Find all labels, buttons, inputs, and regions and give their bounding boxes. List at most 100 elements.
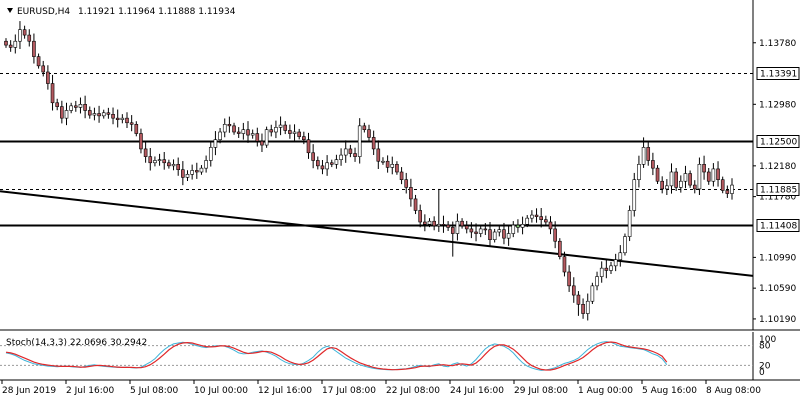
time-tick-label-4: 12 Jul 16:00 (258, 386, 312, 396)
candle-body-22 (106, 112, 111, 115)
candle-body-127 (595, 276, 599, 287)
candle-body-108 (506, 233, 511, 239)
candle-body-100 (469, 228, 474, 233)
symbol-label: EURUSD,H4 (17, 7, 70, 17)
candle-body-27 (129, 122, 134, 125)
candle-body-17 (83, 104, 87, 111)
candle-body-62 (292, 131, 297, 134)
candle-body-131 (613, 259, 618, 267)
candle-body-104 (488, 229, 492, 240)
candle-body-105 (492, 231, 497, 240)
candle-body-91 (427, 220, 432, 225)
candle-body-89 (418, 210, 422, 223)
stochastic-panel: Stoch(14,3,3) 22.0696 30.2942 80 20 100 0 (0, 332, 800, 381)
candle-body-154 (720, 179, 725, 191)
price-tick-label-0: 1.13780 (759, 39, 796, 49)
candle-body-38 (181, 169, 185, 178)
candle-body-35 (167, 162, 171, 167)
main-panel: 1.13780 1.12980 1.12180 1.11780 1.10990 1.105… (0, 0, 800, 331)
candle-body-86 (404, 179, 409, 188)
candle-body-135 (632, 179, 637, 211)
candle-body-97 (455, 220, 460, 234)
candles (4, 21, 734, 321)
candle-body-99 (464, 225, 469, 230)
candle-body-123 (576, 294, 581, 305)
candle-body-53 (250, 133, 255, 136)
candle-body-71 (334, 159, 339, 165)
candle-body-58 (274, 127, 278, 133)
candle-body-120 (562, 256, 567, 273)
candle-body-33 (157, 159, 162, 161)
price-tick-label-4: 1.10990 (759, 253, 796, 263)
line-label-box-3 (756, 219, 800, 232)
stoch-min-label: 0 (759, 368, 765, 378)
candle-body-46 (218, 131, 222, 140)
candle-body-32 (153, 160, 157, 164)
time-tick-label-5: 17 Jul 08:00 (322, 386, 376, 396)
candle-body-50 (236, 131, 241, 134)
price-tick-label-5: 1.10590 (759, 284, 796, 294)
time-tick-label-9: 1 Aug 00:00 (578, 386, 633, 396)
candle-body-117 (548, 221, 553, 230)
candle-body-47 (222, 124, 227, 133)
candle-body-57 (269, 129, 274, 133)
time-ticks: 28 Jun 2019 2 Jul 16:00 5 Jul 08:00 10 Jul … (1, 380, 761, 396)
price-tick-label-6: 1.10190 (759, 315, 796, 325)
candle-body-23 (111, 114, 115, 119)
time-tick-label-6: 22 Jul 08:00 (386, 386, 440, 396)
candle-body-78 (367, 129, 371, 138)
stoch-label: Stoch(14,3,3) 22.0696 30.2942 (6, 338, 147, 348)
candle-body-109 (511, 224, 516, 234)
dropdown-triangle-icon[interactable] (7, 8, 13, 13)
candle-body-43 (204, 160, 208, 169)
candle-body-156 (730, 184, 734, 194)
candle-body-75 (353, 153, 357, 157)
candle-body-6 (32, 40, 36, 57)
candle-body-134 (627, 210, 632, 237)
candle-body-60 (283, 124, 288, 131)
candle-body-94 (441, 224, 446, 226)
candle-body-51 (241, 129, 246, 134)
candle-body-41 (195, 170, 199, 173)
trendline (0, 190, 754, 277)
candle-body-76 (357, 125, 362, 157)
candle-body-16 (78, 104, 83, 108)
candle-body-61 (288, 130, 292, 134)
candle-body-119 (558, 240, 562, 257)
candle-body-90 (423, 221, 427, 225)
stoch-lines (5, 341, 668, 371)
candle-body-66 (311, 152, 315, 161)
candle-body-10 (50, 83, 55, 104)
candle-body-141 (660, 180, 664, 190)
line-labels: 1.13391 1.12500 1.11885 1.11408 (756, 67, 800, 232)
candle-body-49 (232, 125, 236, 133)
candle-body-84 (395, 164, 399, 173)
candle-body-9 (46, 71, 50, 84)
candle-body-15 (74, 105, 78, 108)
candle-body-95 (446, 224, 450, 228)
candle-body-29 (139, 133, 143, 150)
candle-body-0 (4, 40, 8, 46)
candle-body-137 (641, 147, 646, 165)
candle-body-7 (36, 56, 41, 67)
stoch-levels: 80 20 100 0 (0, 335, 776, 378)
candle-body-8 (41, 65, 46, 73)
candle-body-92 (432, 220, 436, 227)
candle-body-36 (171, 164, 176, 167)
candle-body-111 (520, 224, 525, 228)
candle-body-88 (413, 198, 418, 211)
candle-body-11 (55, 102, 59, 107)
candle-body-114 (534, 214, 539, 217)
candle-body-122 (571, 285, 576, 296)
candle-body-21 (101, 112, 106, 117)
ohlc-values: 1.11921 1.11964 1.11888 1.11934 (78, 7, 236, 17)
candle-body-28 (134, 124, 139, 134)
candle-body-2 (13, 40, 18, 48)
candle-body-45 (213, 139, 218, 148)
candle-body-126 (590, 285, 595, 302)
candle-body-140 (655, 167, 660, 182)
price-tick-label-1: 1.12980 (759, 100, 796, 110)
candle-body-72 (339, 154, 343, 160)
